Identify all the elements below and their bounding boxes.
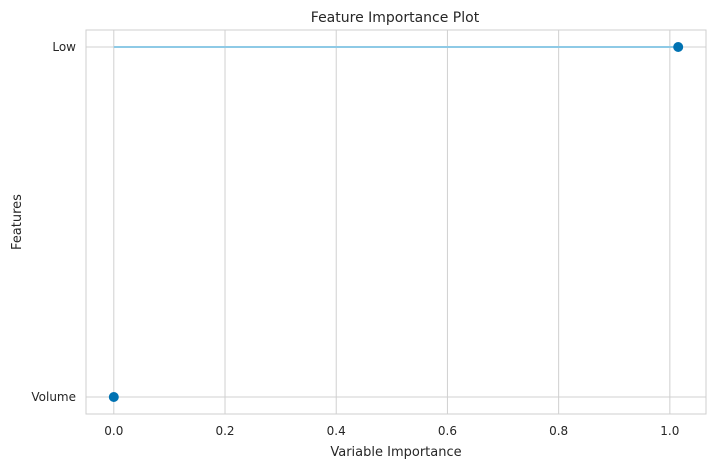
y-tick-label-volume: Volume: [31, 390, 76, 404]
y-tick-label-low: Low: [52, 40, 76, 54]
x-tick-label: 0.4: [327, 424, 346, 438]
marker-low: [673, 42, 684, 52]
x-tick-label: 0.0: [104, 424, 123, 438]
x-tick-label: 1.0: [660, 424, 679, 438]
grid-lines: [86, 30, 706, 414]
plot-frame: [85, 29, 707, 415]
marker-volume: [108, 392, 119, 402]
y-axis-label: Features: [10, 194, 25, 250]
x-tick-label: 0.6: [438, 424, 457, 438]
x-axis-label: Variable Importance: [330, 445, 461, 460]
markers: [108, 42, 684, 402]
x-ticks: 0.0 0.2 0.4 0.6 0.8 1.0: [104, 424, 679, 438]
chart-title: Feature Importance Plot: [311, 10, 480, 26]
y-ticks: Volume Low: [31, 40, 76, 404]
x-tick-label: 0.8: [549, 424, 568, 438]
stems: [113, 46, 679, 48]
x-tick-label: 0.2: [215, 424, 234, 438]
